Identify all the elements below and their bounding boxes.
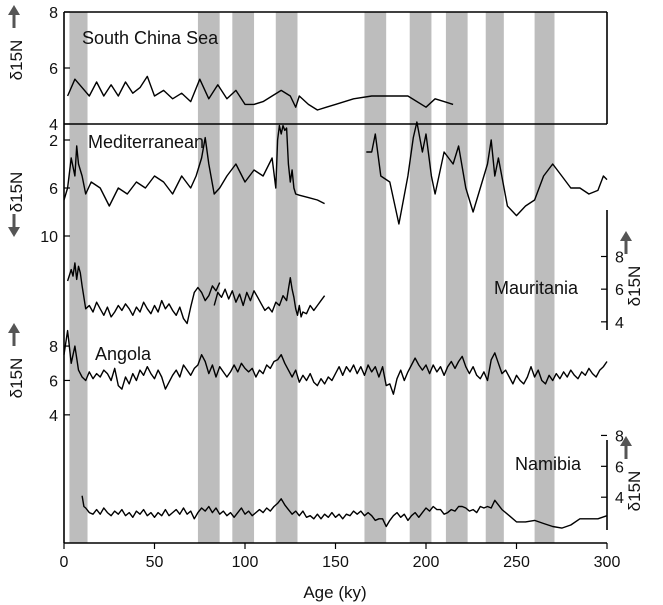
series-label-mauritania: Mauritania	[494, 278, 579, 298]
axes: 0 50 100 150 200 250 300468δ15N2610δ15N468δ15N…	[7, 5, 644, 571]
y-tick-label-mauritania-0: 4	[615, 315, 624, 332]
shaded-band-3	[275, 12, 298, 543]
y-axis-label-angola: δ15N	[7, 358, 26, 399]
y-tick-label-south-china-sea-1: 6	[49, 61, 58, 78]
line-namibia-0	[81, 495, 608, 529]
y-arrow-head-south-china-sea	[8, 5, 20, 15]
shaded-band-1	[197, 12, 220, 543]
x-tick-label-6: 300	[594, 554, 621, 571]
y-tick-label-angola-1: 6	[49, 373, 58, 390]
series-label-namibia: Namibia	[515, 454, 582, 474]
x-tick-label-4: 200	[413, 554, 440, 571]
y-tick-label-mediterranean-0: 2	[49, 133, 58, 150]
x-tick-label-2: 100	[232, 554, 259, 571]
y-tick-label-angola-2: 8	[49, 339, 58, 356]
y-tick-label-namibia-0: 4	[615, 490, 624, 507]
series-lines	[63, 75, 608, 529]
line-angola-0	[63, 329, 608, 395]
y-tick-label-namibia-1: 6	[615, 459, 624, 476]
line-south-china-sea-0	[66, 75, 454, 111]
shaded-band-2	[232, 12, 255, 543]
shaded-band-5	[409, 12, 432, 543]
y-tick-label-mauritania-2: 8	[615, 250, 624, 267]
shaded-band-8	[534, 12, 555, 543]
y-axis-label-namibia: δ15N	[625, 471, 644, 512]
y-tick-label-mediterranean-1: 6	[49, 181, 58, 198]
line-mediterranean-0	[63, 121, 608, 225]
x-tick-label-0: 0	[60, 554, 69, 571]
y-tick-label-south-china-sea-2: 8	[49, 5, 58, 22]
shaded-band-0	[69, 12, 88, 543]
shaded-band-4	[364, 12, 387, 543]
x-tick-label-5: 250	[503, 554, 530, 571]
series-label-angola: Angola	[95, 344, 152, 364]
y-arrow-head-mauritania	[620, 231, 632, 241]
y-tick-label-mediterranean-2: 10	[40, 229, 58, 246]
series-label-south-china-sea: South China Sea	[82, 28, 219, 48]
y-tick-label-south-china-sea-0: 4	[49, 117, 58, 134]
y-tick-label-namibia-2: 8	[615, 428, 624, 445]
y-axis-label-south-china-sea: δ15N	[7, 40, 26, 81]
y-arrow-head-namibia	[620, 436, 632, 446]
line-mauritania-0	[66, 262, 326, 325]
x-tick-label-3: 150	[322, 554, 349, 571]
shaded-band-6	[445, 12, 468, 543]
y-axis-label-mauritania: δ15N	[625, 266, 644, 307]
y-axis-label-mediterranean: δ15N	[7, 172, 26, 213]
y-arrow-head-mediterranean	[8, 227, 20, 237]
y-tick-label-angola-0: 4	[49, 408, 58, 425]
y-arrow-head-angola	[8, 323, 20, 333]
x-axis-label: Age (ky)	[303, 583, 366, 602]
x-tick-label-1: 50	[146, 554, 164, 571]
y-tick-label-mauritania-1: 6	[615, 282, 624, 299]
series-label-mediterranean: Mediterranean	[88, 132, 204, 152]
interglacial-bands	[69, 12, 555, 543]
